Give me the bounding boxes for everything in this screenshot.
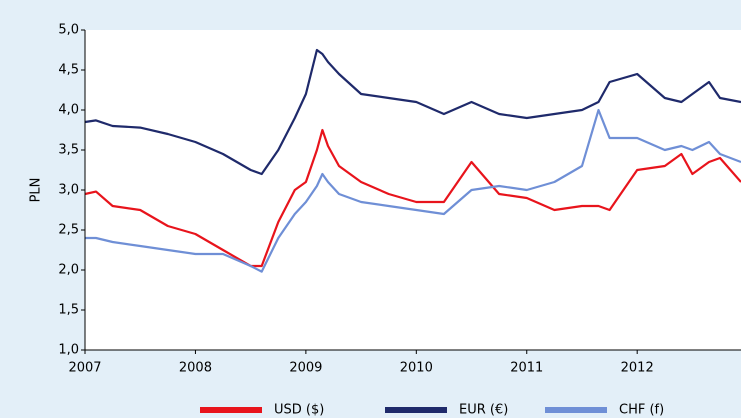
y-tick-label: 3,5: [58, 143, 79, 158]
y-tick-label: 1,5: [58, 303, 79, 318]
y-tick-label: 2,0: [58, 263, 79, 278]
x-tick-label: 2008: [179, 361, 212, 376]
y-tick-label: 4,5: [58, 63, 79, 78]
x-tick-label: 2011: [510, 361, 543, 376]
legend-label: EUR (€): [459, 403, 508, 418]
y-tick-label: 4,0: [58, 103, 79, 118]
legend-label: CHF (f): [619, 403, 664, 418]
legend-label: USD ($): [274, 403, 324, 418]
plot-area: [85, 30, 741, 350]
y-tick-label: 1,0: [58, 343, 79, 358]
x-tick-label: 2007: [68, 361, 101, 376]
y-tick-label: 5,0: [58, 23, 79, 38]
y-tick-label: 2,5: [58, 223, 79, 238]
y-tick-label: 3,0: [58, 183, 79, 198]
x-tick-label: 2012: [621, 361, 654, 376]
y-axis-label: PLN: [29, 178, 44, 203]
x-tick-label: 2010: [400, 361, 433, 376]
line-series: [84, 48, 741, 176]
x-tick-label: 2009: [289, 361, 322, 376]
line-series: [84, 128, 741, 268]
line-series: [85, 108, 741, 273]
